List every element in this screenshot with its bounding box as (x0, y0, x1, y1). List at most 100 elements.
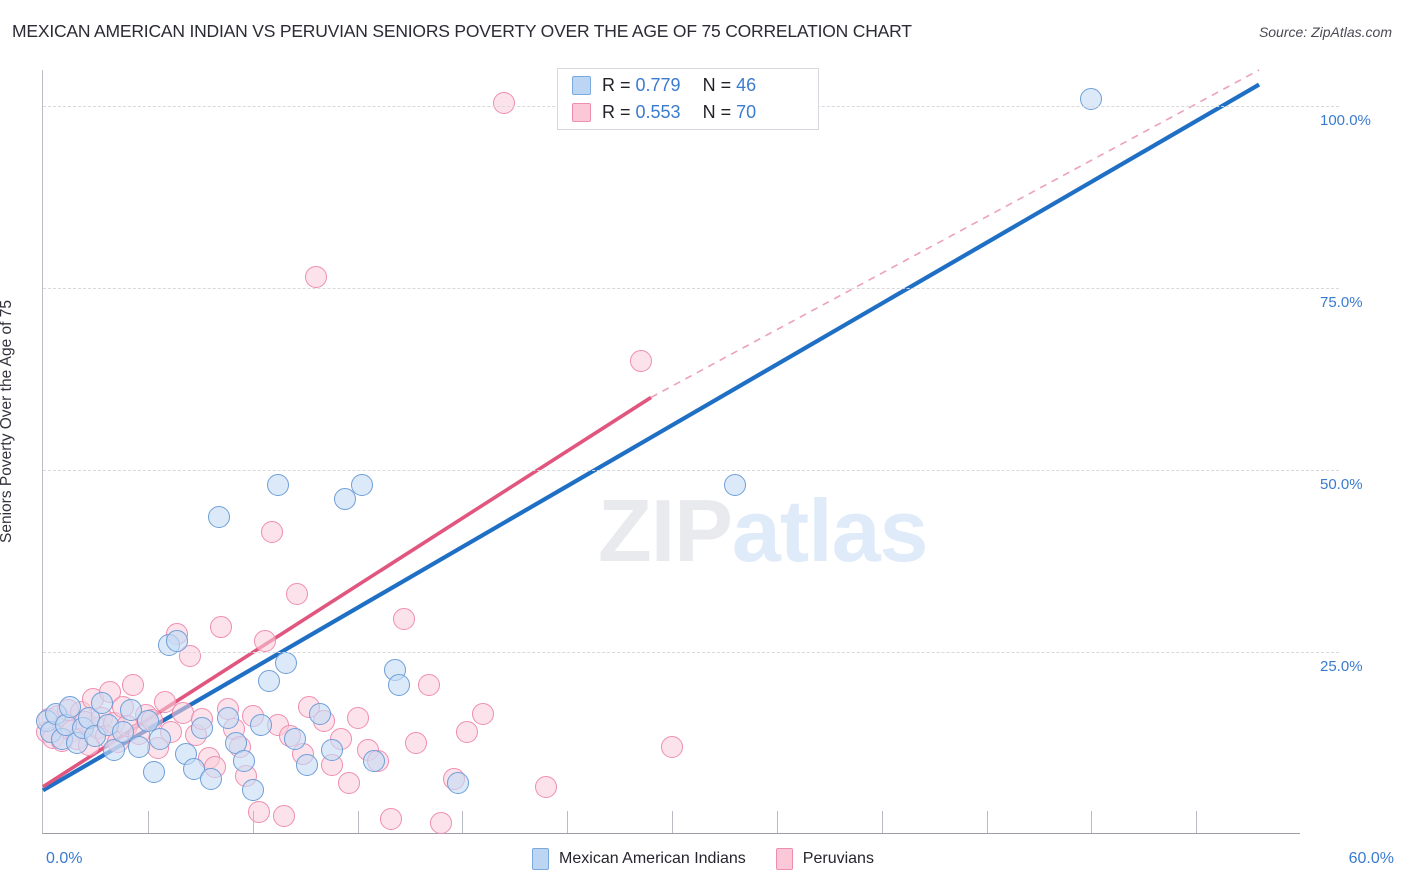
data-point-blue[interactable] (350, 473, 373, 496)
series-legend: Mexican American Indians Peruvians (0, 848, 1406, 870)
data-point-blue[interactable] (59, 695, 82, 718)
data-point-blue[interactable] (191, 717, 214, 740)
data-point-blue[interactable] (149, 728, 172, 751)
y-tick-label: 100.0% (1320, 112, 1371, 130)
data-point-pink[interactable] (405, 732, 428, 755)
data-point-blue[interactable] (120, 699, 143, 722)
y-axis-title: Seniors Poverty Over the Age of 75 (0, 300, 15, 543)
gridline-50 (43, 470, 1339, 472)
data-point-blue[interactable] (333, 488, 356, 511)
legend-label-mexican-american-indians: Mexican American Indians (559, 850, 746, 867)
stats-row-peruvians: R = 0.553 N = 70 (572, 99, 818, 126)
source-label: Source: ZipAtlas.com (1258, 24, 1392, 40)
x-tick-mark (672, 811, 673, 833)
data-point-pink[interactable] (304, 266, 327, 289)
data-point-pink[interactable] (285, 582, 308, 605)
trendline-peruvians-dashed (650, 69, 1260, 399)
x-tick-mark (567, 811, 569, 833)
data-point-blue[interactable] (216, 706, 239, 729)
stats-row-mexican-american-indians: R = 0.779 N = 46 (572, 72, 818, 99)
data-point-blue[interactable] (90, 692, 113, 715)
data-point-pink[interactable] (417, 673, 440, 696)
legend-item-mexican-american-indians[interactable]: Mexican American Indians (532, 848, 746, 870)
swatch-blue-icon (572, 76, 591, 95)
legend-item-peruvians[interactable]: Peruvians (775, 848, 874, 870)
page-title: MEXICAN AMERICAN INDIAN VS PERUVIAN SENI… (12, 21, 912, 41)
data-point-pink[interactable] (455, 721, 478, 744)
data-point-blue[interactable] (388, 673, 411, 696)
data-point-pink[interactable] (254, 630, 277, 653)
data-point-blue[interactable] (308, 702, 331, 725)
gridline-25 (43, 652, 1339, 654)
trendline-mexican-american-indians (41, 82, 1261, 793)
data-point-pink[interactable] (472, 702, 495, 725)
data-point-blue[interactable] (321, 739, 344, 762)
data-point-pink[interactable] (153, 690, 176, 713)
n-label-pink: N = (702, 102, 732, 122)
n-value-blue: 46 (736, 75, 757, 95)
y-tick-label: 25.0% (1320, 658, 1363, 676)
data-point-pink[interactable] (260, 521, 283, 544)
x-axis-min-label: 0.0% (46, 850, 83, 867)
data-point-blue[interactable] (208, 506, 231, 529)
data-point-blue[interactable] (296, 753, 319, 776)
data-point-blue[interactable] (283, 728, 306, 751)
n-value-pink: 70 (736, 102, 757, 122)
data-point-blue[interactable] (363, 750, 386, 773)
data-point-blue[interactable] (723, 473, 746, 496)
data-point-blue[interactable] (199, 768, 222, 791)
correlation-stats-box: R = 0.779 N = 46 R = 0.553 N = 70 (557, 68, 819, 130)
y-tick-label: 75.0% (1320, 294, 1363, 312)
gridline-75 (43, 288, 1339, 290)
x-tick-mark (986, 811, 988, 833)
x-tick-mark (252, 811, 254, 833)
data-point-blue[interactable] (1080, 88, 1103, 111)
data-point-blue[interactable] (143, 761, 166, 784)
n-label-blue: N = (702, 75, 732, 95)
data-point-blue[interactable] (250, 713, 273, 736)
data-point-blue[interactable] (182, 757, 205, 780)
data-point-blue[interactable] (166, 630, 189, 653)
r-label-pink: R = (602, 102, 631, 122)
r-value-pink: 0.553 (635, 102, 681, 122)
data-point-blue[interactable] (111, 721, 134, 744)
x-tick-mark (462, 811, 464, 833)
x-axis-max-label: 60.0% (1348, 850, 1394, 867)
data-point-pink[interactable] (493, 91, 516, 114)
r-value-blue: 0.779 (635, 75, 681, 95)
data-point-pink[interactable] (392, 608, 415, 631)
data-point-blue[interactable] (258, 670, 281, 693)
data-point-blue[interactable] (266, 473, 289, 496)
legend-swatch-pink-icon (775, 848, 793, 870)
data-point-pink[interactable] (629, 350, 652, 373)
data-point-blue[interactable] (136, 710, 159, 733)
data-point-pink[interactable] (210, 615, 233, 638)
x-tick-mark (1091, 811, 1093, 833)
x-tick-mark (881, 811, 883, 833)
data-point-blue[interactable] (233, 750, 256, 773)
data-point-pink[interactable] (273, 804, 296, 827)
legend-label-peruvians: Peruvians (802, 850, 874, 867)
data-point-pink[interactable] (178, 644, 201, 667)
data-point-pink[interactable] (338, 772, 361, 795)
data-point-pink[interactable] (430, 812, 453, 835)
swatch-pink-icon (572, 103, 591, 122)
plot-area: ZIPatlas (36, 69, 1339, 835)
x-tick-mark (776, 811, 778, 833)
data-point-blue[interactable] (447, 772, 470, 795)
data-point-pink[interactable] (346, 706, 369, 729)
y-tick-label: 50.0% (1320, 476, 1363, 494)
x-tick-mark (357, 811, 359, 833)
data-point-blue[interactable] (241, 779, 264, 802)
data-point-pink[interactable] (535, 775, 558, 798)
x-tick-mark (1196, 811, 1198, 833)
data-point-pink[interactable] (661, 735, 683, 758)
data-point-pink[interactable] (380, 808, 403, 831)
x-tick-mark (147, 811, 149, 833)
data-point-pink[interactable] (247, 801, 270, 824)
r-label-blue: R = (602, 75, 631, 95)
data-point-blue[interactable] (128, 735, 151, 758)
data-point-pink[interactable] (122, 673, 145, 696)
legend-swatch-blue-icon (532, 848, 550, 870)
